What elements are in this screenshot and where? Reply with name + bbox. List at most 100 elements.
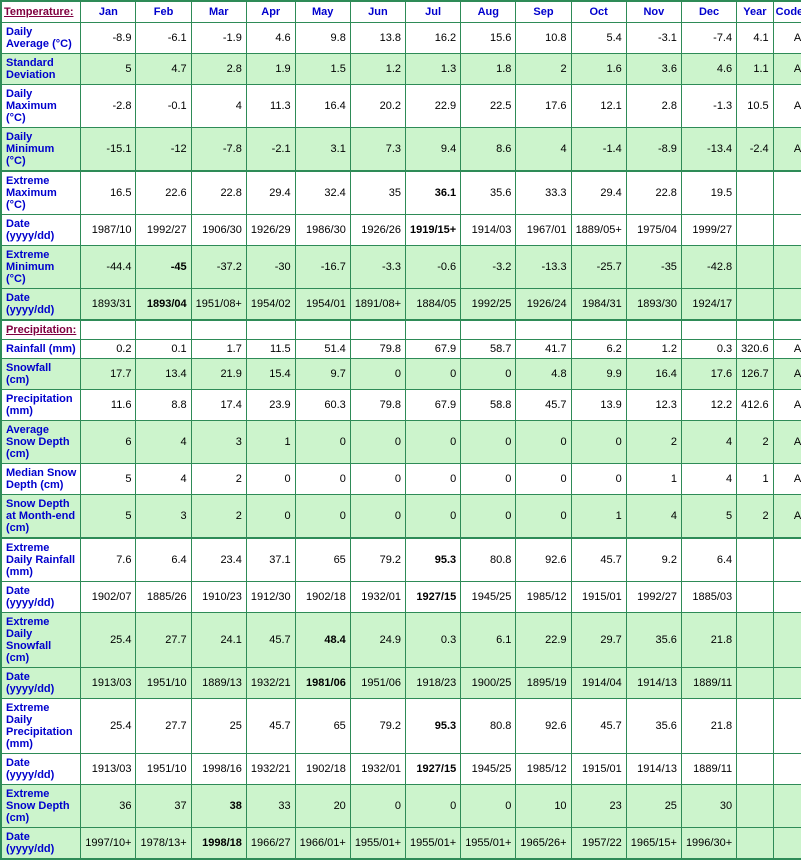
cell-value: 21.8 [681,613,736,668]
cell-value: 6 [81,421,136,464]
cell-value: 1885/03 [681,582,736,613]
cell-value: 1885/26 [136,582,191,613]
cell-value [773,215,801,246]
empty-cell [246,320,295,340]
cell-value: -15.1 [81,128,136,172]
cell-value: 37.1 [246,538,295,582]
cell-value: 0.3 [681,340,736,359]
row-label: Date (yyyy/dd) [1,582,81,613]
cell-value: 5.4 [571,23,626,54]
cell-value: 0 [516,495,571,539]
empty-cell [295,320,350,340]
empty-cell [191,320,246,340]
cell-value: 1902/07 [81,582,136,613]
cell-value: -12 [136,128,191,172]
cell-value: 1999/27 [681,215,736,246]
cell-value: -25.7 [571,246,626,289]
cell-value: 3 [136,495,191,539]
table-row: Extreme Daily Rainfall (mm)7.66.423.437.… [1,538,801,582]
cell-value: -42.8 [681,246,736,289]
cell-value: 2.8 [191,54,246,85]
table-row: Median Snow Depth (cm)5420000000141A [1,464,801,495]
cell-value: 1.2 [350,54,405,85]
cell-value: 7.3 [350,128,405,172]
cell-value: 0 [461,785,516,828]
row-label: Daily Average (°C) [1,23,81,54]
table-row: Date (yyyy/dd)1893/311893/041951/08+1954… [1,289,801,321]
cell-value: 4.8 [516,359,571,390]
cell-value: 25 [191,699,246,754]
cell-value: 32.4 [295,171,350,215]
cell-value: -8.9 [626,128,681,172]
empty-cell [81,320,136,340]
cell-value: A [773,340,801,359]
cell-value [773,785,801,828]
cell-value: -8.9 [81,23,136,54]
cell-value: 1 [626,464,681,495]
cell-value: 2 [737,421,774,464]
cell-value: 22.8 [626,171,681,215]
cell-value: 8.6 [461,128,516,172]
cell-value [773,538,801,582]
table-row: Average Snow Depth (cm)6431000000242A [1,421,801,464]
cell-value: 10.8 [516,23,571,54]
cell-value: 5 [81,464,136,495]
cell-value: 1932/21 [246,754,295,785]
cell-value [737,171,774,215]
cell-value: 1893/30 [626,289,681,321]
cell-value: 9.4 [406,128,461,172]
cell-value: -30 [246,246,295,289]
table-row: Date (yyyy/dd)1997/10+1978/13+1998/18196… [1,828,801,860]
cell-value: 5 [81,54,136,85]
cell-value: 0 [350,464,405,495]
cell-value: 60.3 [295,390,350,421]
cell-value: 1927/15 [406,754,461,785]
cell-value: 79.2 [350,699,405,754]
cell-value: 67.9 [406,390,461,421]
empty-cell [461,320,516,340]
cell-value: 0.2 [81,340,136,359]
cell-value: 29.4 [571,171,626,215]
cell-value: 92.6 [516,699,571,754]
cell-value: 9.7 [295,359,350,390]
empty-cell [681,320,736,340]
cell-value [737,785,774,828]
cell-value: 12.2 [681,390,736,421]
cell-value: 1914/03 [461,215,516,246]
empty-cell [773,320,801,340]
cell-value: 1926/29 [246,215,295,246]
cell-value: 27.7 [136,699,191,754]
table-row: Extreme Daily Precipitation (mm)25.427.7… [1,699,801,754]
column-header-sep: Sep [516,1,571,23]
cell-value: 35.6 [626,613,681,668]
cell-value: 1932/01 [350,754,405,785]
cell-value: 1945/25 [461,754,516,785]
row-label: Date (yyyy/dd) [1,828,81,860]
cell-value: 17.6 [516,85,571,128]
cell-value: 412.6 [737,390,774,421]
cell-value: A [773,464,801,495]
cell-value: 21.9 [191,359,246,390]
cell-value: 1889/13 [191,668,246,699]
cell-value: 1.7 [191,340,246,359]
cell-value: -1.3 [681,85,736,128]
cell-value: 4 [516,128,571,172]
cell-value: 1955/01+ [406,828,461,860]
row-label: Extreme Daily Rainfall (mm) [1,538,81,582]
cell-value: 0 [516,464,571,495]
cell-value: 6.2 [571,340,626,359]
cell-value: 35 [350,171,405,215]
cell-value: 19.5 [681,171,736,215]
cell-value: 12.1 [571,85,626,128]
cell-value: 23 [571,785,626,828]
cell-value: 2.8 [626,85,681,128]
cell-value: 79.8 [350,390,405,421]
cell-value: 25.4 [81,613,136,668]
cell-value: 0 [246,464,295,495]
empty-cell [136,320,191,340]
row-label: Date (yyyy/dd) [1,668,81,699]
cell-value: 4 [136,464,191,495]
table-row: Extreme Maximum (°C)16.522.622.829.432.4… [1,171,801,215]
cell-value [737,754,774,785]
cell-value: 0.1 [136,340,191,359]
